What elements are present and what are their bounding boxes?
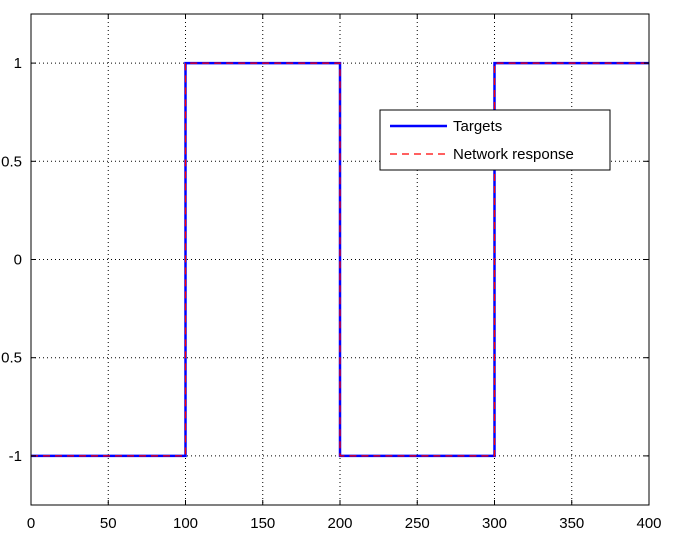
x-tick-label: 250 bbox=[405, 515, 430, 532]
tick-marks bbox=[30, 14, 650, 505]
legend: Targets Network response bbox=[379, 109, 611, 171]
x-tick-label: 350 bbox=[559, 515, 584, 532]
y-tick-label: 0.5 bbox=[1, 350, 22, 367]
x-tick-label: 150 bbox=[250, 515, 275, 532]
legend-label-targets: Targets bbox=[453, 118, 502, 135]
x-tick-label: 100 bbox=[173, 515, 198, 532]
x-tick-label: 200 bbox=[327, 515, 352, 532]
legend-box bbox=[379, 109, 611, 171]
y-tick-label: -1 bbox=[9, 448, 22, 465]
x-tick-labels: 0 50 100 150 200 250 300 350 400 bbox=[27, 515, 662, 532]
legend-label-network-response: Network response bbox=[453, 146, 574, 163]
y-tick-label: 1 bbox=[14, 55, 22, 72]
y-tick-label: 0.5 bbox=[1, 153, 22, 170]
x-tick-label: 300 bbox=[482, 515, 507, 532]
x-tick-label: 400 bbox=[636, 515, 661, 532]
y-tick-label: 0 bbox=[14, 252, 22, 269]
x-tick-label: 50 bbox=[100, 515, 117, 532]
x-tick-label: 0 bbox=[27, 515, 35, 532]
y-tick-labels: 1 0.5 0 0.5 -1 bbox=[1, 55, 22, 465]
